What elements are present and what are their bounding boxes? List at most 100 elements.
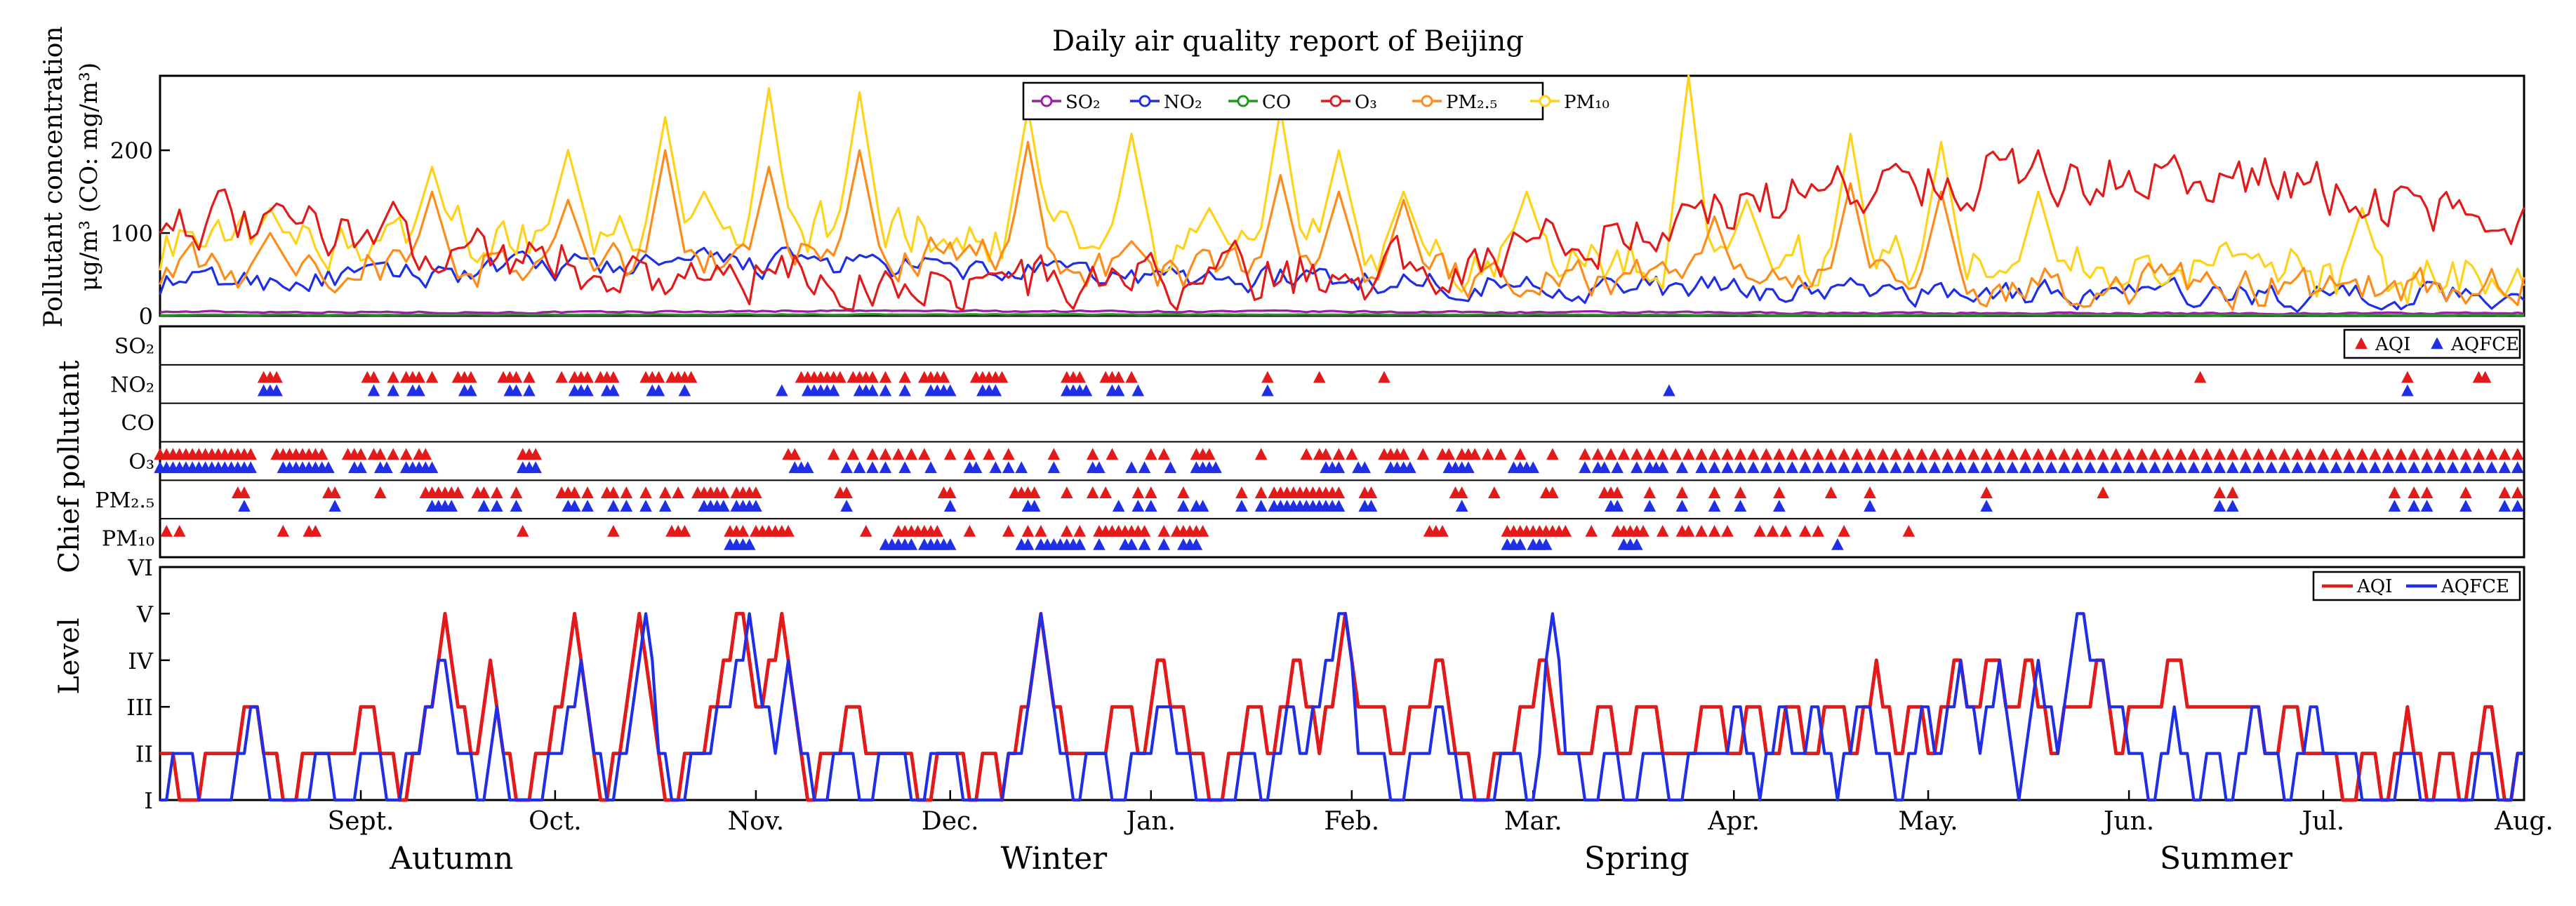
chief-marker-0 — [879, 371, 892, 383]
season-label-3: Summer — [2160, 841, 2293, 877]
chief-marker-1 — [1196, 500, 1209, 512]
legend-label-0: SO₂ — [1065, 92, 1101, 113]
chief-marker-0 — [1585, 524, 1598, 537]
legend-marker-1 — [1138, 95, 1151, 107]
month-label-9: Jun. — [2101, 807, 2154, 836]
chief-marker-1 — [2401, 384, 2414, 397]
chief-marker-1 — [743, 538, 756, 550]
chief-marker-0 — [1086, 448, 1099, 460]
chief-marker-0 — [2343, 448, 2356, 460]
chief-marker-0 — [1637, 524, 1649, 537]
chief-marker-0 — [1365, 486, 1378, 498]
chief-marker-1 — [2045, 461, 2058, 474]
chief-marker-1 — [1455, 500, 1468, 512]
chief-marker-1 — [270, 384, 283, 397]
chief-marker-0 — [1300, 448, 1313, 460]
chief-marker-1 — [639, 500, 652, 512]
level-line-0 — [160, 611, 2524, 802]
chief-marker-1 — [1611, 461, 1624, 474]
chief-marker-0 — [1631, 448, 1643, 460]
chief-marker-0 — [1708, 448, 1721, 460]
chief-marker-0 — [1416, 448, 1430, 460]
chief-marker-0 — [1669, 448, 1682, 460]
chief-marker-1 — [1579, 461, 1591, 474]
chief-marker-0 — [2420, 448, 2434, 460]
chief-marker-1 — [717, 500, 730, 512]
concentration-ytick-label: 0 — [139, 303, 153, 330]
chief-marker-1 — [1112, 500, 1125, 512]
chief-marker-0 — [1028, 486, 1041, 498]
month-label-4: Jan. — [1124, 807, 1176, 836]
chief-marker-1 — [1462, 461, 1475, 474]
chief-marker-1 — [1734, 461, 1747, 474]
chief-marker-1 — [354, 461, 367, 474]
chief-marker-1 — [1941, 461, 1954, 474]
concentration-ylabel-line1: Pollutant concentration — [39, 26, 68, 327]
chief-marker-0 — [943, 486, 957, 498]
chief-marker-0 — [1106, 448, 1119, 460]
chief-marker-1 — [2123, 461, 2135, 474]
chief-marker-1 — [2330, 461, 2343, 474]
chief-marker-0 — [387, 371, 399, 383]
series-line-0 — [159, 309, 2525, 316]
chief-marker-0 — [1455, 486, 1468, 498]
chief-marker-0 — [1766, 524, 1779, 537]
chief-marker-0 — [2511, 486, 2524, 498]
level-frame — [159, 566, 2525, 801]
chief-marker-1 — [1021, 538, 1035, 550]
chief-marker-1 — [2382, 461, 2395, 474]
chief-marker-0 — [1061, 524, 1073, 537]
chief-marker-1 — [879, 461, 892, 474]
chief-marker-1 — [898, 461, 911, 474]
chief-marker-0 — [1203, 448, 1216, 460]
chief-marker-1 — [2149, 461, 2161, 474]
season-label-2: Spring — [1584, 841, 1689, 877]
chief-marker-1 — [2161, 461, 2175, 474]
chief-marker-0 — [1611, 486, 1624, 498]
chief-marker-0 — [1980, 448, 1993, 460]
chief-marker-0 — [2478, 371, 2492, 383]
row-label-5: PM₁₀ — [102, 527, 154, 552]
chief-marker-1 — [1773, 500, 1786, 512]
chief-marker-0 — [943, 448, 957, 460]
chief-marker-0 — [1721, 524, 1734, 537]
chief-marker-1 — [1332, 461, 1346, 474]
chief-marker-1 — [1734, 500, 1747, 512]
chief-marker-0 — [1850, 448, 1864, 460]
chief-marker-1 — [1080, 384, 1093, 397]
chief-marker-1 — [1980, 500, 1993, 512]
chief-marker-1 — [1125, 538, 1138, 550]
chief-marker-0 — [1941, 448, 1954, 460]
chief-marker-1 — [943, 538, 957, 550]
chief-marker-0 — [1902, 448, 1916, 460]
chief-marker-0 — [1579, 448, 1591, 460]
chief-marker-0 — [2511, 448, 2524, 460]
chief-marker-1 — [2356, 461, 2369, 474]
legend-marker-3 — [1329, 95, 1342, 107]
chief-marker-1 — [2317, 461, 2330, 474]
chief-marker-0 — [1824, 448, 1838, 460]
chief-marker-0 — [834, 371, 847, 383]
chief-legend-label-1: AQFCE — [2450, 334, 2519, 355]
chief-marker-0 — [277, 524, 290, 537]
chief-marker-1 — [1138, 461, 1151, 474]
chief-marker-1 — [1838, 461, 1850, 474]
chief-marker-0 — [1144, 486, 1157, 498]
chief-marker-1 — [328, 500, 341, 512]
chief-marker-1 — [879, 384, 892, 397]
chief-marker-1 — [1675, 500, 1689, 512]
chief-marker-0 — [1916, 448, 1928, 460]
chief-pollutant-plot: SO₂ NO₂ CO O₃ PM₂.₅ PM₁₀ AQI AQFCE — [95, 325, 2525, 559]
chief-marker-0 — [1513, 448, 1527, 460]
chief-marker-0 — [315, 448, 328, 460]
concentration-plot: 0 100 200 SO₂ NO₂ CO O₃ PM₂.₅ PM₁₀ — [110, 74, 2525, 330]
chief-marker-1 — [1993, 461, 2006, 474]
chief-marker-1 — [1850, 461, 1864, 474]
chief-marker-1 — [1928, 461, 1941, 474]
chief-marker-1 — [1073, 538, 1087, 550]
chief-marker-0 — [1313, 371, 1326, 383]
chief-marker-1 — [1093, 538, 1106, 550]
series-line-5 — [159, 74, 2525, 305]
chief-marker-1 — [1332, 500, 1346, 512]
row-label-3: O₃ — [128, 450, 154, 474]
